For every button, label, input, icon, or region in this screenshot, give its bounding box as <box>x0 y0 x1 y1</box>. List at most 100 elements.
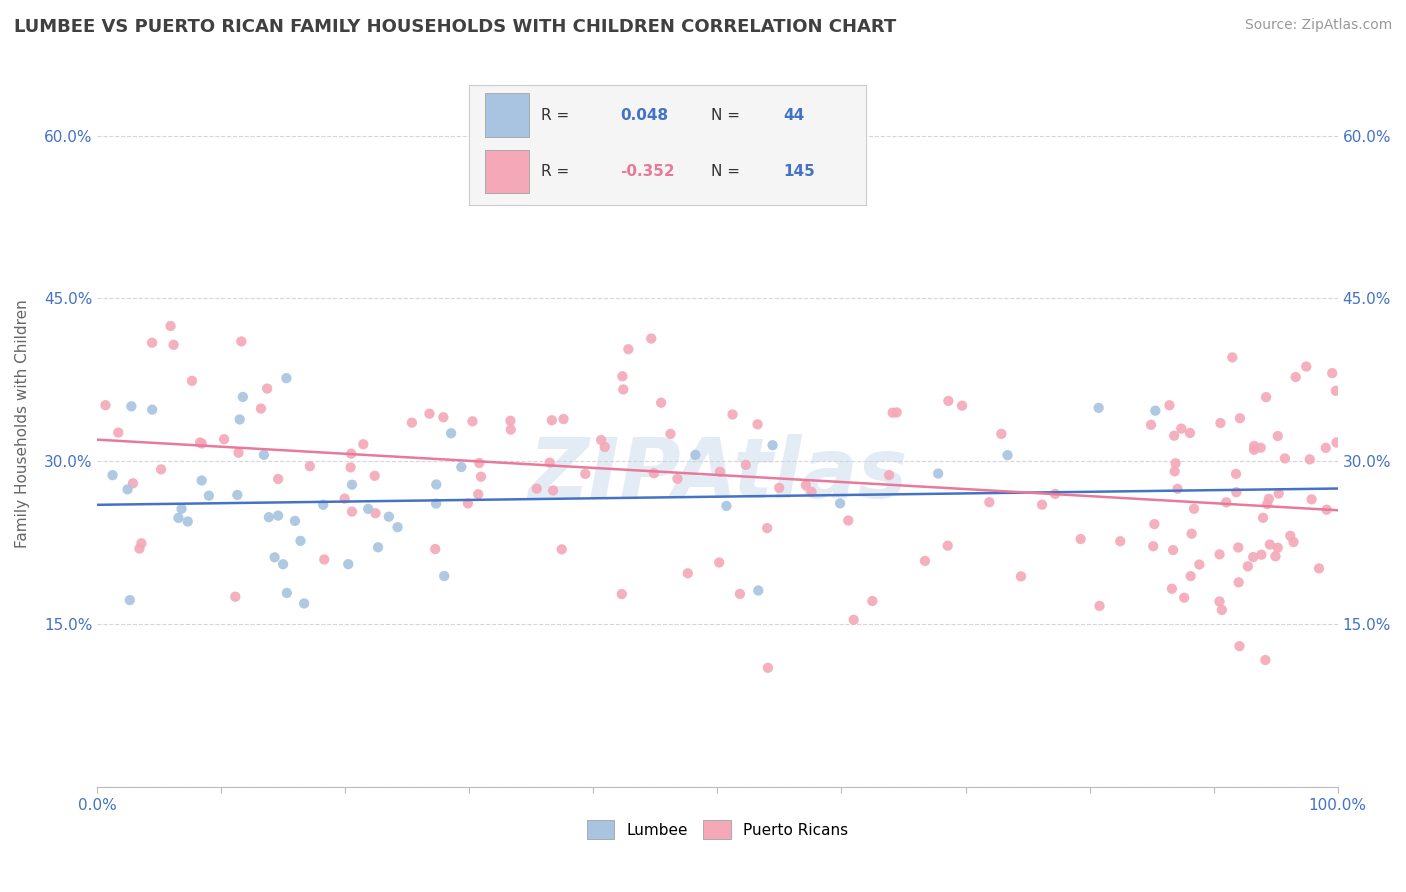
Point <box>936 393 959 408</box>
Point <box>640 332 662 346</box>
Point <box>450 460 472 475</box>
Point <box>131 536 153 550</box>
Point <box>181 374 204 388</box>
Point <box>122 476 145 491</box>
Point <box>837 514 859 528</box>
Point <box>1109 534 1132 549</box>
Point <box>276 586 298 600</box>
Point <box>1256 497 1278 511</box>
Point <box>1159 398 1181 412</box>
Point <box>1251 510 1274 524</box>
Point <box>298 459 321 474</box>
Point <box>267 472 290 486</box>
Point <box>756 661 779 675</box>
Point <box>378 509 401 524</box>
Point <box>1267 541 1289 555</box>
Point <box>830 496 852 510</box>
Point <box>1229 639 1251 653</box>
Point <box>271 558 294 572</box>
Point <box>734 458 756 472</box>
Point <box>418 407 440 421</box>
Point <box>1279 529 1302 543</box>
Text: Source: ZipAtlas.com: Source: ZipAtlas.com <box>1244 18 1392 32</box>
Point <box>1087 401 1109 415</box>
Point <box>499 414 522 428</box>
Point <box>1285 370 1308 384</box>
Point <box>1225 485 1247 500</box>
Point <box>461 414 484 428</box>
Point <box>212 432 235 446</box>
Point <box>721 408 744 422</box>
Point <box>1267 486 1289 500</box>
Point <box>1182 501 1205 516</box>
Point <box>1308 561 1330 575</box>
Point <box>747 417 769 432</box>
Point <box>1299 452 1322 467</box>
Text: ZIPAtlas: ZIPAtlas <box>527 434 907 515</box>
Point <box>117 483 139 497</box>
Point <box>1211 603 1233 617</box>
Point <box>1173 591 1195 605</box>
Point <box>228 412 250 426</box>
Point <box>363 468 385 483</box>
Point <box>551 542 574 557</box>
Point <box>659 426 682 441</box>
Point <box>1215 495 1237 509</box>
Point <box>1181 526 1204 541</box>
Point <box>617 342 640 356</box>
Point <box>574 467 596 481</box>
Point <box>1188 558 1211 572</box>
Point <box>1254 653 1277 667</box>
Point <box>467 487 489 501</box>
Point <box>927 467 949 481</box>
Point <box>433 569 456 583</box>
Point <box>1140 417 1163 432</box>
Point <box>231 334 253 349</box>
Point <box>1166 482 1188 496</box>
Point <box>387 520 409 534</box>
Point <box>198 489 221 503</box>
Point <box>800 484 823 499</box>
Point <box>1258 537 1281 551</box>
Point <box>1143 517 1166 532</box>
Point <box>1274 451 1296 466</box>
Y-axis label: Family Households with Children: Family Households with Children <box>15 299 30 548</box>
Point <box>224 590 246 604</box>
Point <box>1164 456 1187 470</box>
Point <box>1208 547 1230 561</box>
Point <box>1257 491 1279 506</box>
Point <box>228 446 250 460</box>
Point <box>141 402 163 417</box>
Point <box>1178 425 1201 440</box>
Point <box>1254 390 1277 404</box>
Point <box>936 539 959 553</box>
Point <box>1161 582 1184 596</box>
Point <box>538 456 561 470</box>
Point <box>314 552 336 566</box>
Point <box>1295 359 1317 374</box>
Point <box>1322 366 1344 380</box>
Point <box>425 497 447 511</box>
Point <box>612 369 634 384</box>
Point <box>250 401 273 416</box>
Point <box>1227 541 1250 555</box>
Point <box>367 541 389 555</box>
Point <box>170 501 193 516</box>
Point <box>540 413 562 427</box>
Point <box>339 460 361 475</box>
Point <box>997 448 1019 462</box>
Point <box>499 423 522 437</box>
Point <box>1010 569 1032 583</box>
Point <box>128 541 150 556</box>
Point <box>842 613 865 627</box>
Point <box>666 472 689 486</box>
Point <box>226 488 249 502</box>
Point <box>340 477 363 491</box>
Point <box>150 462 173 476</box>
Point <box>716 499 738 513</box>
Point <box>886 405 908 419</box>
Point <box>284 514 307 528</box>
Point <box>292 596 315 610</box>
Point <box>1243 442 1265 457</box>
Point <box>747 583 769 598</box>
